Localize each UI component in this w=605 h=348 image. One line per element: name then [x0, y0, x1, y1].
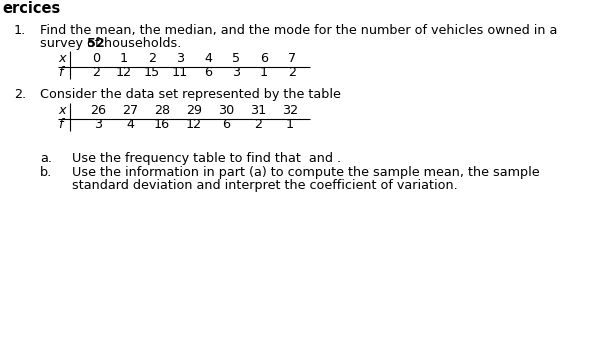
Text: 12: 12: [186, 118, 202, 131]
Text: 3: 3: [94, 118, 102, 131]
Text: 1: 1: [120, 52, 128, 65]
Text: x: x: [58, 104, 65, 117]
Text: 0: 0: [92, 52, 100, 65]
Text: 6: 6: [204, 66, 212, 79]
Text: 11: 11: [172, 66, 188, 79]
Text: 4: 4: [126, 118, 134, 131]
Text: 6: 6: [222, 118, 230, 131]
Text: 7: 7: [288, 52, 296, 65]
Text: x: x: [58, 52, 65, 65]
Text: 30: 30: [218, 104, 234, 117]
Text: households.: households.: [100, 37, 182, 50]
Text: standard deviation and interpret the coefficient of variation.: standard deviation and interpret the coe…: [72, 179, 458, 192]
Text: Find the mean, the median, and the mode for the number of vehicles owned in a: Find the mean, the median, and the mode …: [40, 24, 557, 37]
Text: Consider the data set represented by the table: Consider the data set represented by the…: [40, 88, 341, 101]
Text: 1.: 1.: [14, 24, 26, 37]
Text: 1: 1: [260, 66, 268, 79]
Text: 52: 52: [87, 37, 105, 50]
Text: 29: 29: [186, 104, 202, 117]
Text: 1: 1: [286, 118, 294, 131]
Text: 2: 2: [254, 118, 262, 131]
Text: 2: 2: [148, 52, 156, 65]
Text: survey of: survey of: [40, 37, 103, 50]
Text: f: f: [58, 118, 62, 131]
Text: ercices: ercices: [2, 1, 60, 16]
Text: b.: b.: [40, 166, 52, 179]
Text: 5: 5: [232, 52, 240, 65]
Text: 3: 3: [176, 52, 184, 65]
Text: 4: 4: [204, 52, 212, 65]
Text: 31: 31: [250, 104, 266, 117]
Text: 15: 15: [144, 66, 160, 79]
Text: f: f: [58, 66, 62, 79]
Text: 6: 6: [260, 52, 268, 65]
Text: 27: 27: [122, 104, 138, 117]
Text: 12: 12: [116, 66, 132, 79]
Text: a.: a.: [40, 152, 52, 165]
Text: 2: 2: [92, 66, 100, 79]
Text: 3: 3: [232, 66, 240, 79]
Text: 2.: 2.: [14, 88, 26, 101]
Text: 32: 32: [282, 104, 298, 117]
Text: 26: 26: [90, 104, 106, 117]
Text: 28: 28: [154, 104, 170, 117]
Text: Use the frequency table to find that  and .: Use the frequency table to find that and…: [72, 152, 341, 165]
Text: Use the information in part (a) to compute the sample mean, the sample: Use the information in part (a) to compu…: [72, 166, 540, 179]
Text: 16: 16: [154, 118, 170, 131]
Text: 2: 2: [288, 66, 296, 79]
